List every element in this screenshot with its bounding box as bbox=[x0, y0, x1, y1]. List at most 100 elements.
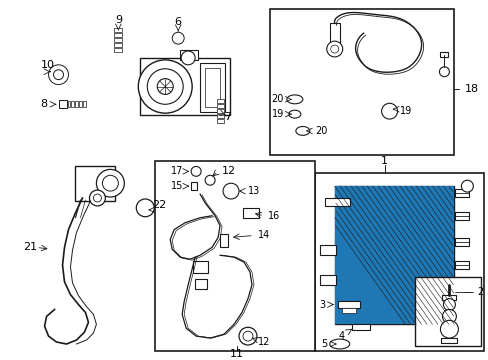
Text: 19: 19 bbox=[271, 109, 284, 119]
Bar bbox=[217, 109, 224, 113]
Ellipse shape bbox=[329, 339, 349, 349]
Bar bbox=[454, 261, 468, 269]
Circle shape bbox=[326, 41, 342, 57]
Bar bbox=[217, 99, 224, 103]
Circle shape bbox=[461, 180, 472, 192]
Text: 20: 20 bbox=[314, 126, 326, 136]
Circle shape bbox=[239, 327, 256, 345]
Bar bbox=[441, 338, 456, 343]
Bar bbox=[334, 186, 453, 324]
Circle shape bbox=[102, 175, 118, 191]
Bar bbox=[341, 309, 355, 314]
Circle shape bbox=[53, 70, 63, 80]
Text: 18: 18 bbox=[464, 85, 478, 94]
Text: 5: 5 bbox=[321, 339, 327, 349]
Text: 17: 17 bbox=[170, 166, 183, 176]
Text: 15: 15 bbox=[170, 181, 183, 191]
Bar bbox=[442, 295, 455, 300]
Bar bbox=[155, 161, 314, 351]
Bar bbox=[83, 101, 86, 107]
Text: 4: 4 bbox=[338, 331, 344, 341]
Bar bbox=[204, 68, 220, 107]
Ellipse shape bbox=[295, 126, 309, 135]
Text: 12: 12 bbox=[258, 337, 270, 347]
Bar bbox=[454, 189, 468, 197]
Bar bbox=[334, 186, 453, 324]
Bar bbox=[114, 48, 122, 51]
Bar bbox=[200, 63, 224, 112]
Bar bbox=[217, 119, 224, 122]
Text: 20: 20 bbox=[271, 94, 284, 104]
Bar bbox=[414, 277, 480, 346]
Bar bbox=[440, 52, 447, 57]
Bar bbox=[75, 166, 115, 201]
Bar bbox=[337, 301, 359, 309]
Text: 10: 10 bbox=[41, 60, 55, 70]
Text: 13: 13 bbox=[247, 186, 260, 196]
Circle shape bbox=[204, 175, 215, 185]
Bar bbox=[319, 246, 335, 255]
Bar bbox=[329, 23, 339, 47]
Text: 7: 7 bbox=[224, 112, 231, 122]
Bar bbox=[195, 279, 207, 289]
Text: 3: 3 bbox=[319, 300, 325, 310]
Bar bbox=[351, 324, 369, 330]
Circle shape bbox=[96, 170, 124, 197]
Bar bbox=[80, 101, 82, 107]
Text: 19: 19 bbox=[399, 106, 411, 116]
Circle shape bbox=[443, 299, 454, 310]
Circle shape bbox=[381, 103, 397, 119]
Circle shape bbox=[181, 51, 195, 65]
Circle shape bbox=[138, 60, 192, 113]
Text: 2: 2 bbox=[476, 287, 483, 297]
Circle shape bbox=[157, 78, 173, 94]
Bar bbox=[217, 104, 224, 108]
Bar bbox=[114, 38, 122, 42]
Bar bbox=[114, 33, 122, 37]
Ellipse shape bbox=[286, 95, 302, 104]
Circle shape bbox=[147, 69, 183, 104]
Bar bbox=[454, 238, 468, 246]
Bar bbox=[319, 275, 335, 285]
Circle shape bbox=[223, 183, 239, 199]
Text: 14: 14 bbox=[258, 230, 270, 240]
Bar bbox=[269, 9, 453, 154]
Bar bbox=[324, 198, 349, 206]
Text: 6: 6 bbox=[174, 17, 182, 27]
Bar bbox=[67, 101, 70, 107]
Text: 12: 12 bbox=[222, 166, 236, 176]
Bar bbox=[193, 261, 208, 273]
Circle shape bbox=[439, 67, 448, 77]
Bar bbox=[59, 100, 66, 108]
Bar bbox=[75, 101, 78, 107]
Bar bbox=[71, 101, 74, 107]
Bar bbox=[454, 212, 468, 220]
Bar bbox=[454, 288, 468, 296]
Bar bbox=[217, 114, 224, 118]
Bar bbox=[114, 28, 122, 32]
Text: 1: 1 bbox=[380, 157, 387, 166]
Text: 11: 11 bbox=[229, 349, 244, 359]
Circle shape bbox=[172, 32, 184, 44]
Text: 9: 9 bbox=[115, 15, 122, 26]
Bar bbox=[314, 173, 483, 351]
Circle shape bbox=[191, 166, 201, 176]
Bar bbox=[191, 182, 197, 190]
Circle shape bbox=[93, 194, 101, 202]
Bar bbox=[243, 208, 259, 218]
Circle shape bbox=[440, 320, 457, 338]
Circle shape bbox=[330, 45, 338, 53]
Circle shape bbox=[136, 199, 154, 217]
Text: 22: 22 bbox=[152, 200, 166, 210]
Bar bbox=[114, 43, 122, 46]
Circle shape bbox=[48, 65, 68, 85]
Text: 21: 21 bbox=[22, 242, 37, 252]
Text: 16: 16 bbox=[267, 211, 280, 221]
Bar bbox=[140, 58, 229, 115]
Text: 8: 8 bbox=[41, 99, 48, 109]
Circle shape bbox=[89, 190, 105, 206]
Bar bbox=[180, 50, 198, 60]
Bar bbox=[220, 234, 227, 247]
Circle shape bbox=[243, 331, 252, 341]
Circle shape bbox=[442, 310, 455, 323]
